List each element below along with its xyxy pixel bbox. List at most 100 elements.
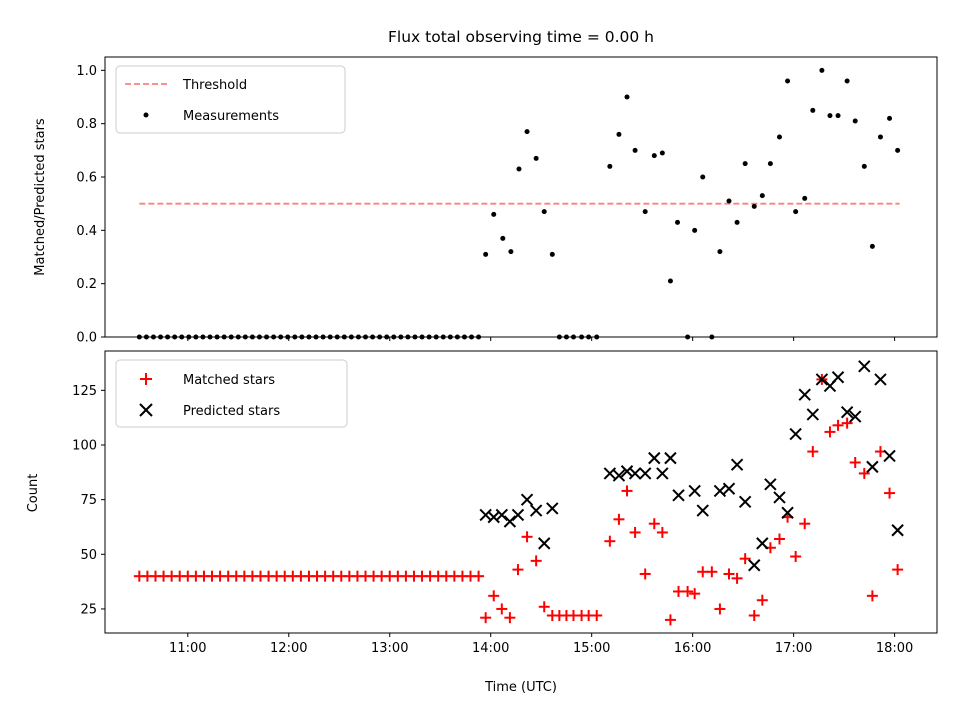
predicted-stars-point: [722, 482, 736, 495]
matched-stars-point: [512, 564, 524, 576]
matched-stars-point: [538, 601, 550, 613]
matched-stars-point: [706, 566, 718, 578]
measurement-point: [726, 198, 732, 204]
predicted-stars-point: [789, 427, 802, 441]
measurement-point: [700, 174, 706, 180]
measurement-point: [616, 131, 622, 137]
matched-stars-point: [689, 588, 701, 600]
measurement-point: [508, 249, 514, 255]
predicted-stars-point: [620, 465, 634, 478]
predicted-stars-point: [479, 508, 492, 522]
predicted-stars-point: [546, 502, 559, 515]
measurement-point: [483, 251, 489, 257]
matched-stars-point: [849, 456, 861, 468]
top-ytick-label: 0.4: [76, 224, 97, 239]
predicted-stars-point: [628, 467, 642, 480]
top-ytick-label: 0.2: [76, 277, 97, 292]
measurement-point: [819, 67, 825, 73]
bottom-ylabel: Count: [26, 474, 41, 513]
predicted-stars-point: [656, 467, 669, 480]
top-ytick-label: 1.0: [76, 64, 97, 79]
predicted-stars-point: [495, 508, 509, 522]
matched-stars-point: [664, 614, 676, 626]
predicted-stars-point: [815, 373, 829, 386]
measurement-point: [785, 78, 791, 84]
matched-stars-point: [591, 610, 603, 622]
bottom-xtick-label: 17:00: [775, 641, 812, 656]
predicted-stars-point: [874, 373, 887, 386]
legend-measurements-label: Measurements: [183, 109, 279, 124]
bottom-xlabel: Time (UTC): [484, 680, 557, 695]
matched-stars-point: [723, 568, 735, 580]
measurement-point: [500, 235, 506, 241]
top-ytick-label: 0.0: [76, 331, 97, 346]
predicted-stars-point: [520, 493, 534, 506]
predicted-stars-point: [773, 491, 786, 504]
measurement-point: [642, 209, 648, 215]
legend-matched-swatch: [140, 373, 152, 385]
bottom-xtick-label: 15:00: [573, 641, 610, 656]
predicted-stars-point: [883, 449, 896, 463]
measurement-point: [802, 195, 808, 201]
measurement-point: [667, 278, 673, 284]
predicted-stars-point: [538, 537, 551, 550]
predicted-stars-point: [688, 484, 701, 498]
predicted-stars-point: [603, 467, 617, 480]
matched-stars-point: [613, 513, 625, 525]
measurement-point: [835, 113, 841, 119]
matched-stars-point: [748, 610, 760, 622]
matched-stars-point: [656, 526, 668, 538]
matched-stars-point: [621, 485, 633, 497]
measurement-point: [516, 166, 522, 172]
top-ytick-label: 0.8: [76, 117, 97, 132]
matched-stars-point: [714, 603, 726, 615]
predicted-stars-point: [503, 515, 517, 528]
matched-stars-point: [832, 419, 844, 431]
top-ylabel: Matched/Predicted stars: [33, 118, 48, 276]
top-panel-frame: [104, 56, 938, 338]
matched-stars-point: [530, 555, 542, 567]
predicted-stars-point: [511, 508, 525, 522]
legend-measurements-swatch: [143, 112, 149, 118]
bottom-xtick-label: 13:00: [371, 641, 408, 656]
predicted-stars-point: [866, 460, 879, 474]
legend-matched-label: Matched stars: [183, 373, 275, 388]
matched-stars-point: [824, 426, 836, 438]
matched-stars-point: [639, 568, 651, 580]
matched-stars-point: [790, 550, 802, 562]
matched-stars-point: [473, 570, 485, 582]
measurement-point: [793, 209, 799, 215]
measurement-point: [607, 163, 613, 169]
predicted-stars-point: [756, 537, 769, 550]
matched-stars-point: [682, 585, 694, 597]
predicted-stars-point: [730, 458, 744, 471]
predicted-stars-point: [738, 495, 752, 509]
predicted-stars-point: [529, 504, 543, 517]
matched-stars-point: [496, 603, 508, 615]
matched-stars-point: [866, 590, 878, 602]
measurement-point: [533, 155, 539, 161]
matched-stars-point: [521, 531, 533, 543]
measurement-point: [651, 153, 657, 159]
predicted-stars-point: [858, 360, 871, 373]
matched-stars-point: [799, 518, 811, 530]
matched-stars-point: [731, 572, 743, 584]
matched-stars-point: [884, 487, 896, 499]
measurement-point: [844, 78, 850, 84]
matched-stars-point: [841, 417, 853, 429]
measurement-point: [869, 243, 875, 249]
matched-stars-point: [892, 564, 904, 576]
bottom-xtick-label: 12:00: [270, 641, 307, 656]
measurement-point: [827, 113, 833, 119]
chart-title: Flux total observing time = 0.00 h: [388, 28, 654, 46]
matched-stars-point: [739, 553, 751, 565]
measurement-point: [524, 129, 530, 135]
predicted-stars-point: [849, 410, 862, 423]
predicted-stars-point: [831, 371, 845, 384]
matched-stars-point: [858, 467, 870, 479]
bottom-xtick-label: 14:00: [472, 641, 509, 656]
top-legend: Threshold Measurements: [115, 65, 346, 134]
measurement-point: [549, 251, 555, 257]
matched-stars-point: [480, 612, 492, 624]
